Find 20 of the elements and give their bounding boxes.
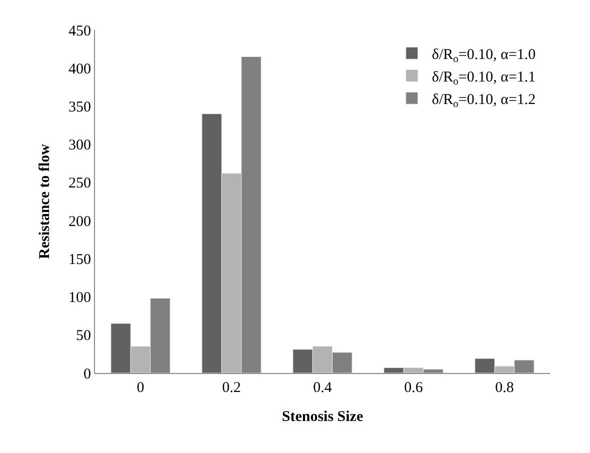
y-tick-label: 300 [68,138,91,154]
y-tick-label: 400 [68,61,91,78]
legend-label: δ/R$_{o}$=0.10, α=1.2 [432,92,536,110]
y-tick-label: 0 [84,366,91,382]
legend-label: δ/R$_{o}$=0.10, α=1.1 [432,69,536,88]
x-tick-label: 0.2 [222,380,241,396]
x-tick-label: 0.4 [313,380,332,396]
y-tick-label: 200 [68,214,91,230]
y-tick-label: 50 [76,328,91,344]
legend-label: δ/R$_{o}$=0.10, α=1.0 [432,46,536,66]
x-axis-title: Stenosis Size [282,409,364,425]
y-tick-label: 450 [68,23,91,40]
x-tick-label: 0 [136,380,144,396]
y-tick-label: 100 [68,290,91,306]
x-tick-label: 0.6 [404,380,424,396]
y-tick-label: 350 [68,99,91,116]
y-tick-label: 150 [68,252,91,268]
x-tick-label: 0.8 [495,380,514,396]
y-tick-label: 250 [68,176,91,192]
y-axis-title: Resistance to flow [36,144,53,259]
